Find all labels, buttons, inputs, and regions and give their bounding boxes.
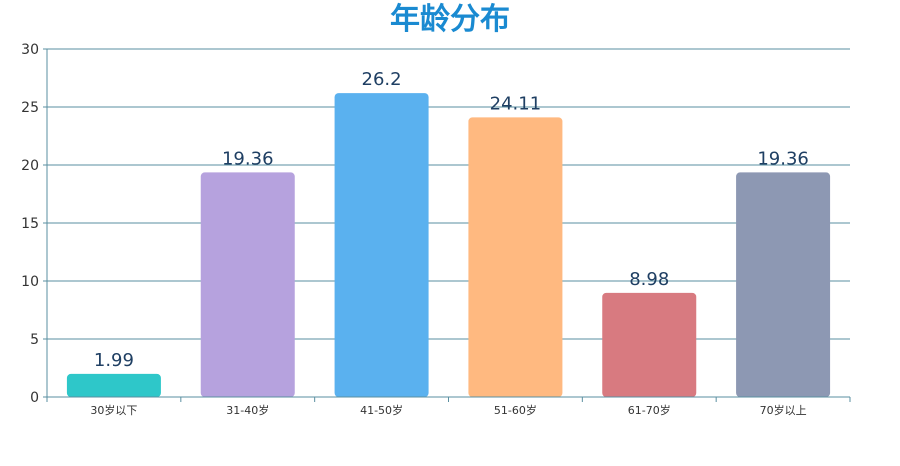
bars: [66, 93, 831, 397]
bar-1: [66, 373, 161, 397]
y-tick-label-20: 20: [21, 158, 39, 174]
data-label-3: 26.2: [362, 69, 402, 90]
bar-4: [468, 117, 563, 397]
y-tick-label-5: 5: [30, 332, 39, 348]
x-tick-label-6: 70岁以上: [760, 403, 807, 417]
bar-5: [602, 292, 697, 397]
x-tick-label-1: 30岁以下: [90, 403, 137, 417]
x-tick-label-2: 31-40岁: [226, 403, 269, 417]
labels: 0 5 10 15 20 25 30 1.99 30岁以下 19.36 31-40岁 26.2 41-5…: [21, 42, 809, 417]
data-label-2: 19.36: [222, 148, 274, 169]
x-tick-label-4: 51-60岁: [494, 403, 537, 417]
data-label-1: 1.99: [94, 350, 134, 371]
y-tick-label-10: 10: [21, 274, 39, 290]
y-tick-label-0: 0: [30, 390, 39, 406]
data-label-5: 8.98: [629, 269, 669, 290]
bar-2: [200, 172, 295, 397]
x-tick-label-5: 61-70岁: [628, 403, 671, 417]
data-label-6: 19.36: [757, 148, 809, 169]
axes: [43, 48, 851, 402]
bar-3: [334, 93, 429, 397]
x-tick-label-3: 41-50岁: [360, 403, 403, 417]
y-tick-label-30: 30: [21, 42, 39, 58]
gridlines: [47, 48, 850, 340]
chart-title: 年龄分布: [390, 2, 510, 37]
data-label-4: 24.11: [490, 93, 542, 114]
bar-6: [736, 172, 831, 397]
y-tick-label-25: 25: [21, 100, 39, 116]
y-tick-label-15: 15: [21, 216, 39, 232]
